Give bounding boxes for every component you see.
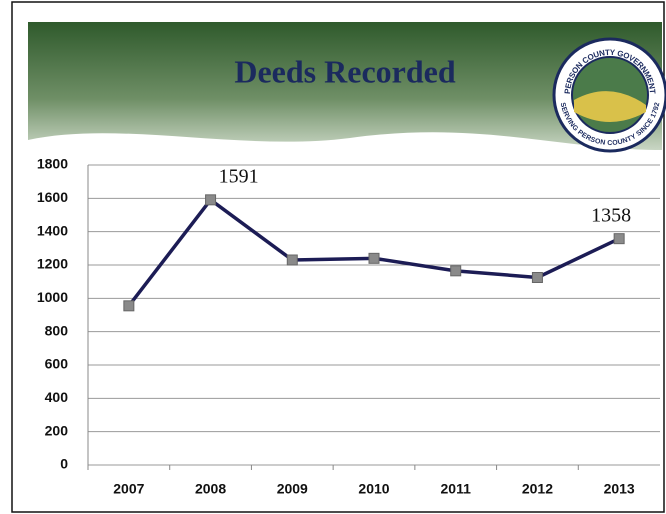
logo-field xyxy=(574,91,646,122)
y-tick-label: 400 xyxy=(45,389,69,405)
marker xyxy=(205,194,217,206)
x-tick-label: 2013 xyxy=(604,481,635,497)
y-tick-label: 800 xyxy=(45,322,69,338)
logo: PERSON COUNTY GOVERNMENT SERVING PERSON … xyxy=(552,37,666,153)
header-banner xyxy=(28,22,662,150)
x-tick-label: 2008 xyxy=(195,481,226,497)
marker xyxy=(368,252,380,264)
marker xyxy=(286,254,298,266)
chart-title: Deeds Recorded xyxy=(234,53,455,89)
x-tick-label: 2012 xyxy=(522,481,553,497)
y-tick-label: 0 xyxy=(60,456,68,472)
value-label: 1358 xyxy=(591,204,631,226)
y-tick-label: 200 xyxy=(45,422,69,438)
y-tick-label: 600 xyxy=(45,356,69,372)
y-tick-label: 1200 xyxy=(37,256,68,272)
x-tick-label: 2009 xyxy=(277,481,308,497)
value-label: 1591 xyxy=(219,165,259,187)
y-tick-label: 1600 xyxy=(37,189,68,205)
marker xyxy=(123,300,135,312)
marker xyxy=(531,272,543,283)
x-tick-label: 2010 xyxy=(358,481,389,497)
marker xyxy=(450,265,462,277)
y-tick-label: 1400 xyxy=(37,222,68,238)
x-tick-label: 2011 xyxy=(441,481,472,497)
y-tick-label: 1000 xyxy=(37,289,68,305)
y-tick-label: 1800 xyxy=(37,156,68,172)
x-tick-label: 2007 xyxy=(113,481,144,497)
marker xyxy=(613,233,625,245)
